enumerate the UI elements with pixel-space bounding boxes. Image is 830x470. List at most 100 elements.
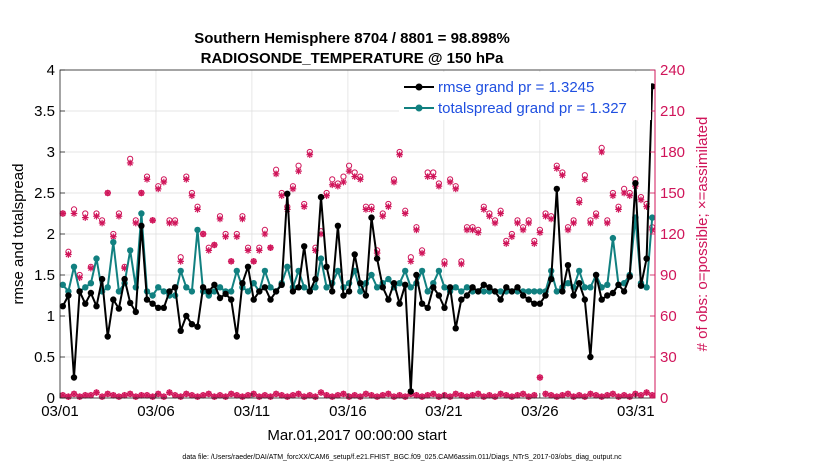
rmse-point [306, 288, 313, 295]
obs-star-stroke [110, 233, 117, 240]
obs-assimilated-point [514, 219, 521, 227]
obs-star-stroke [621, 190, 627, 196]
obs-low-count-assimilated [149, 393, 156, 400]
obs-low-count-assimilated [463, 393, 471, 400]
obs-star-stroke [441, 261, 448, 267]
obs-star-stroke [525, 220, 532, 226]
obs-star-stroke [520, 391, 526, 397]
obs-assimilated-point [637, 196, 645, 204]
totalspread-point [373, 284, 381, 291]
obs-star-stroke [76, 274, 83, 281]
obs-assimilated-point [216, 215, 224, 223]
obs-assimilated-point [340, 178, 347, 186]
obs-star-stroke [166, 389, 173, 396]
obs-low-count-assimilated [351, 391, 358, 399]
obs-star-stroke [486, 213, 493, 220]
obs-low-count-assimilated [446, 393, 454, 400]
rmse-point [615, 281, 622, 288]
obs-low-count-assimilated [424, 391, 431, 399]
rmse-point [82, 300, 89, 307]
obs-low-count-assimilated [340, 390, 347, 398]
obs-assimilated-point [138, 189, 145, 197]
obs-star-stroke [396, 392, 403, 399]
obs-star-stroke [340, 391, 347, 397]
y-tick-label: 3 [47, 144, 55, 161]
obs-assimilated-point [463, 226, 471, 234]
obs-star-stroke [110, 392, 117, 399]
rmse-point [216, 294, 224, 302]
obs-star-stroke [290, 392, 296, 399]
obs-low-count-assimilated [508, 393, 516, 400]
obs-low-count-assimilated [474, 390, 482, 398]
y2-tick-label: 210 [660, 103, 685, 120]
obs-low-count-assimilated [648, 391, 656, 399]
obs-assimilated-point [87, 264, 95, 272]
obs-assimilated-point [278, 192, 286, 200]
rmse-point [475, 288, 482, 295]
rmse-point [514, 284, 521, 291]
obs-low-count-assimilated [486, 391, 493, 399]
obs-assimilated-point [474, 229, 482, 236]
obs-low-count-assimilated [401, 393, 409, 400]
obs-low-count-assimilated [289, 391, 297, 399]
obs-star-stroke [514, 220, 521, 226]
totalspread-point [564, 280, 572, 287]
obs-star-stroke [340, 179, 347, 185]
totalspread-point [115, 288, 123, 295]
totalspread-point [418, 267, 426, 275]
totalspread-point [233, 267, 240, 275]
obs-assimilated-point [452, 185, 460, 193]
rmse-point [98, 275, 106, 283]
x-axis-label: Mar.01,2017 00:00:00 start [267, 427, 447, 444]
obs-star-stroke [335, 183, 341, 189]
obs-low-count-assimilated [429, 390, 437, 398]
rmse-point [379, 284, 386, 291]
rmse-point [491, 288, 499, 295]
obs-star-stroke [396, 151, 403, 158]
obs-low-count-assimilated [306, 391, 314, 399]
obs-low-count-assimilated [104, 390, 112, 398]
obs-star-stroke [593, 213, 599, 220]
obs-low-count-assimilated [284, 393, 291, 400]
obs-star-stroke [385, 203, 392, 210]
obs-low-count-assimilated [126, 390, 134, 398]
obs-low-count-assimilated [559, 391, 566, 399]
x-tick-label: 03/31 [617, 403, 655, 420]
obs-low-count-assimilated [525, 393, 533, 400]
obs-assimilated-point [171, 219, 179, 227]
totalspread-point [87, 280, 95, 287]
obs-assimilated-point [620, 189, 628, 197]
x-tick-label: 03/21 [425, 403, 463, 420]
obs-star-stroke [458, 392, 465, 399]
obs-assimilated-point [143, 176, 151, 183]
rmse-point [65, 292, 72, 299]
rmse-point [312, 275, 319, 283]
chart-title: Southern Hemisphere 8704 / 8801 = 98.898… [194, 30, 510, 47]
obs-low-count-assimilated [121, 391, 128, 399]
totalspread-point [188, 288, 196, 295]
obs-star-stroke [155, 186, 162, 192]
rmse-point [177, 327, 184, 334]
obs-star-stroke [430, 391, 437, 397]
obs-assimilated-point [581, 176, 589, 183]
obs-star-stroke [464, 227, 470, 233]
obs-assimilated-point [104, 189, 112, 197]
obs-low-count-assimilated [547, 391, 555, 399]
obs-assimilated-point [166, 219, 173, 227]
obs-star-stroke [82, 392, 89, 399]
totalspread-point [312, 284, 319, 291]
rmse-point [138, 222, 145, 229]
obs-assimilated-point [525, 219, 533, 227]
obs-star-stroke [537, 374, 543, 381]
obs-low-count-assimilated [182, 390, 190, 398]
obs-low-count-assimilated [188, 391, 196, 399]
obs-assimilated-point [559, 171, 566, 179]
totalspread-point [480, 288, 487, 295]
obs-assimilated-point [379, 212, 387, 220]
rmse-point [564, 262, 572, 269]
obs-low-count-assimilated [458, 391, 465, 399]
obs-assimilated-point [396, 151, 403, 159]
obs-star-stroke [71, 391, 77, 397]
totalspread-point [261, 267, 269, 275]
obs-low-count-assimilated [362, 390, 370, 398]
